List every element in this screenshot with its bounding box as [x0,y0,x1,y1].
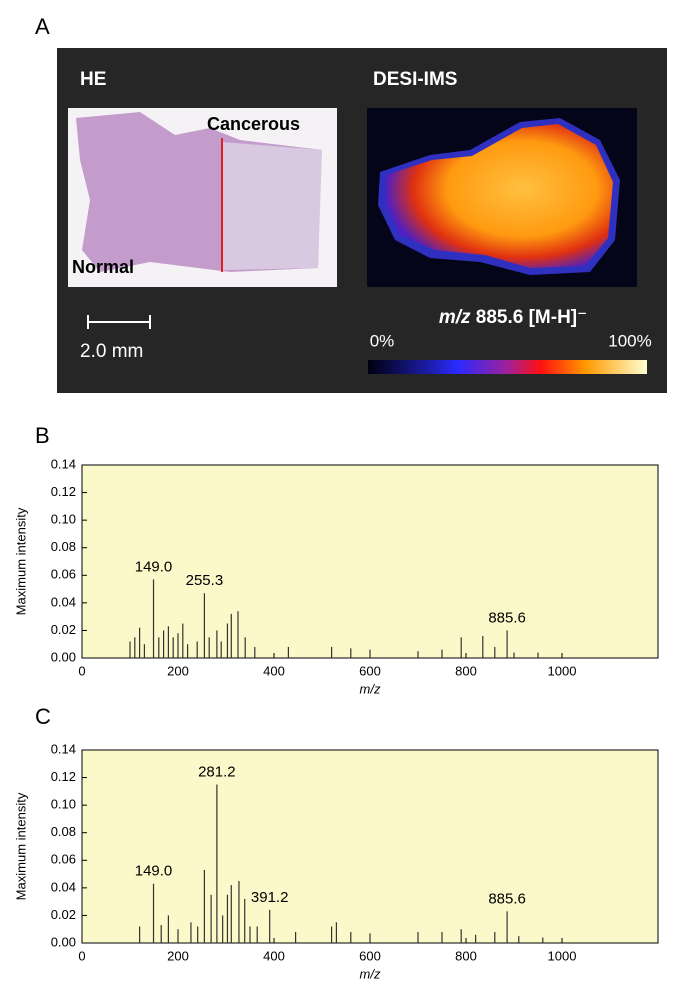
y-tick-label: 0.04 [51,879,76,894]
y-tick-label: 0.08 [51,539,76,554]
x-tick-label: 400 [263,663,285,678]
y-tick-label: 0.06 [51,852,76,867]
x-tick-label: 1000 [548,948,577,963]
plot-area [81,749,659,944]
x-axis-label: m/z [360,966,381,981]
normal-label: Normal [72,257,134,277]
peak-label: 885.6 [488,609,526,626]
y-tick-label: 0.04 [51,594,76,609]
x-tick-label: 800 [455,663,477,678]
desi-title: DESI-IMS [373,69,457,90]
peak-label: 149.0 [135,863,173,880]
cancerous-label: Cancerous [207,114,300,134]
peak-label: 885.6 [488,890,526,907]
mz-label: m/z 885.6 [M-H]⁻ [439,307,587,328]
desi-tissue [386,124,613,268]
x-tick-label: 200 [167,948,189,963]
y-tick-label: 0.12 [51,769,76,784]
y-tick-label: 0.14 [51,456,76,471]
x-tick-label: 800 [455,948,477,963]
x-axis-label: m/z [360,681,381,696]
mz-value: 885.6 [M-H]⁻ [476,307,587,328]
x-tick-label: 0 [78,663,85,678]
he-title: HE [80,69,106,90]
y-tick-label: 0.06 [51,567,76,582]
scale-label: 2.0 mm [80,341,143,362]
y-tick-label: 0.02 [51,907,76,922]
x-tick-label: 1000 [548,663,577,678]
peak-label: 391.2 [251,889,289,906]
he-tissue-cancer [222,142,322,270]
y-axis-label: Maximum intensity [13,507,28,615]
panel-label: B [35,423,50,448]
x-tick-label: 600 [359,948,381,963]
colorbar-max: 100% [608,331,651,350]
plot-area [81,464,659,659]
y-tick-label: 0.00 [51,934,76,949]
x-tick-label: 400 [263,948,285,963]
y-tick-label: 0.02 [51,622,76,637]
y-tick-label: 0.12 [51,484,76,499]
y-tick-label: 0.14 [51,741,76,756]
y-tick-label: 0.00 [51,649,76,664]
y-axis-label: Maximum intensity [13,792,28,900]
colorbar [368,360,647,374]
y-tick-label: 0.10 [51,512,76,527]
mz-italic: m/z [439,307,471,328]
panel-label: C [35,704,51,729]
x-tick-label: 0 [78,948,85,963]
x-tick-label: 200 [167,663,189,678]
y-tick-label: 0.08 [51,824,76,839]
y-tick-label: 0.10 [51,797,76,812]
x-tick-label: 600 [359,663,381,678]
peak-label: 149.0 [135,558,173,575]
panel-label: A [35,14,50,39]
colorbar-min: 0% [370,331,395,350]
peak-label: 281.2 [198,763,236,780]
peak-label: 255.3 [186,572,224,589]
